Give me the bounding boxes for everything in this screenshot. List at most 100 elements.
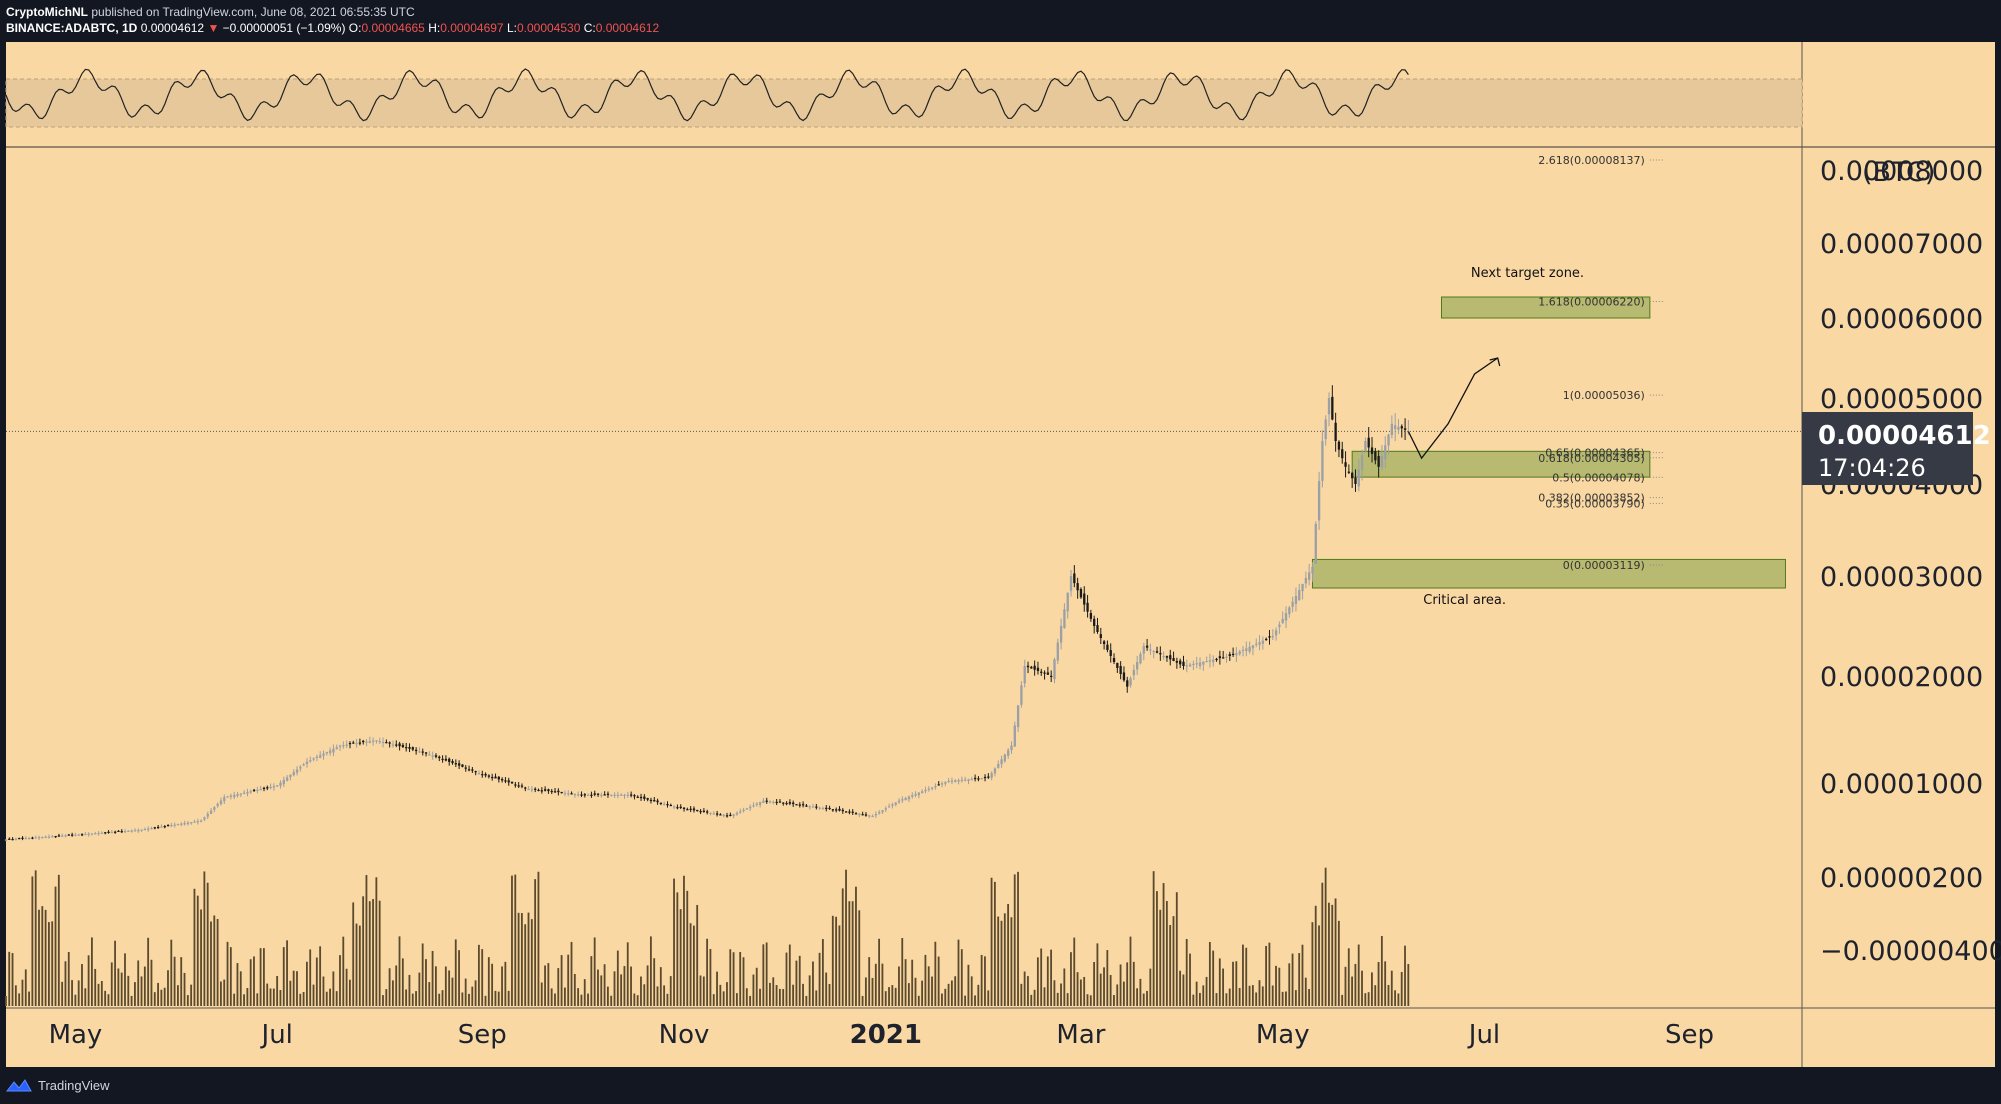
volume-bar (1258, 980, 1261, 1006)
volume-bar (937, 956, 940, 1006)
candle-body (514, 784, 517, 786)
volume-bar (239, 971, 242, 1006)
candle-body (279, 782, 282, 786)
candle-body (970, 778, 973, 781)
candle-body (467, 769, 471, 771)
candle-body (851, 811, 854, 813)
volume-bar (1060, 983, 1062, 1006)
candle-body (805, 805, 808, 807)
volume-bar (468, 993, 470, 1006)
volume-bar (153, 992, 156, 1006)
candle-body (398, 743, 401, 747)
candle-body (295, 769, 299, 773)
candle-body (980, 778, 983, 780)
candle-body (606, 793, 610, 795)
price-axis[interactable]: 0.00008000 0.00007000 0.00006000 0.00005000… (1820, 156, 2001, 967)
volume-bar (520, 913, 523, 1006)
candle-body (1268, 636, 1271, 638)
candle-body (699, 810, 702, 813)
volume-bar (421, 943, 424, 1006)
candle-body (371, 740, 375, 742)
candle-body (130, 830, 133, 832)
volume-bar (1007, 903, 1010, 1006)
candle-body (190, 822, 193, 824)
volume-bar (137, 960, 140, 1006)
candle-body (1066, 592, 1069, 612)
volume-bar (1000, 920, 1003, 1006)
volume-bar (633, 993, 636, 1006)
candle-body (1238, 651, 1241, 655)
time-tick-label: Mar (1056, 1020, 1105, 1050)
volume-bar (745, 988, 748, 1006)
tradingview-logo-icon[interactable] (6, 1078, 32, 1093)
volume-bar (190, 984, 193, 1006)
candle-body (1102, 641, 1106, 644)
candle-body (894, 802, 897, 805)
candle-body (573, 794, 577, 796)
candle-body (1033, 665, 1036, 670)
volume-bar (610, 995, 613, 1006)
volume-bar (606, 986, 609, 1006)
candle-body (722, 814, 725, 817)
volume-bar (1208, 942, 1211, 1006)
candle-body (613, 794, 616, 796)
volume-bar (117, 968, 120, 1006)
volume-bar (312, 984, 315, 1006)
volume-bar (722, 991, 725, 1006)
candle-body (1106, 644, 1109, 650)
candle-body (835, 809, 838, 811)
volume-bar (1215, 993, 1218, 1006)
volume-bar (177, 985, 179, 1006)
volume-bar (1162, 883, 1165, 1006)
volume-bar (689, 923, 692, 1006)
volume-bar (841, 888, 844, 1006)
candles (4, 385, 1410, 842)
candle-body (917, 792, 921, 796)
volume-bar (315, 957, 318, 1006)
candle-body (74, 834, 77, 836)
volume-bar (276, 975, 279, 1006)
volume-bar (487, 957, 490, 1006)
candle-body (706, 811, 709, 813)
candle-body (421, 751, 424, 753)
volume-bar (401, 958, 404, 1006)
volume-bar (454, 939, 457, 1006)
time-tick-label: Sep (1665, 1020, 1714, 1050)
volume-bar (1235, 961, 1238, 1006)
candle-body (1278, 624, 1281, 628)
candle-body (540, 790, 543, 792)
candle-body (391, 744, 395, 746)
candle-body (1394, 425, 1397, 430)
candle-body (474, 771, 477, 773)
candle-body (950, 780, 954, 782)
candle-body (808, 806, 811, 808)
candle-body (1274, 630, 1278, 636)
symbol-label[interactable]: BINANCE:ADABTC, 1D (6, 21, 138, 35)
volume-bar (378, 900, 381, 1006)
author-name[interactable]: CryptoMichNL (6, 5, 88, 19)
volume-bar (1096, 943, 1099, 1006)
volume-bar (669, 976, 672, 1006)
candle-body (133, 830, 137, 832)
volume-bar (676, 892, 679, 1006)
volume-bar (382, 995, 384, 1006)
time-axis[interactable]: May Jul Sep Nov 2021 Mar May Jul Sep (49, 1020, 1714, 1050)
candle-body (983, 776, 987, 779)
candle-body (21, 837, 24, 839)
volume-bar (216, 918, 219, 1006)
high-label: H: (428, 21, 441, 35)
candle-body (798, 804, 801, 806)
candle-body (414, 749, 418, 752)
candle-body (54, 836, 57, 838)
candle-body (580, 794, 583, 796)
candle-body (51, 836, 54, 838)
brand-label[interactable]: TradingView (38, 1078, 110, 1093)
candle-body (937, 784, 940, 786)
candle-body (1374, 451, 1377, 461)
volume-bar (157, 982, 159, 1006)
candle-body (163, 826, 166, 828)
fib-level-label: 2.618(0.00008137) (1538, 154, 1645, 167)
volume-bar (1337, 920, 1340, 1006)
candle-body (464, 767, 467, 769)
